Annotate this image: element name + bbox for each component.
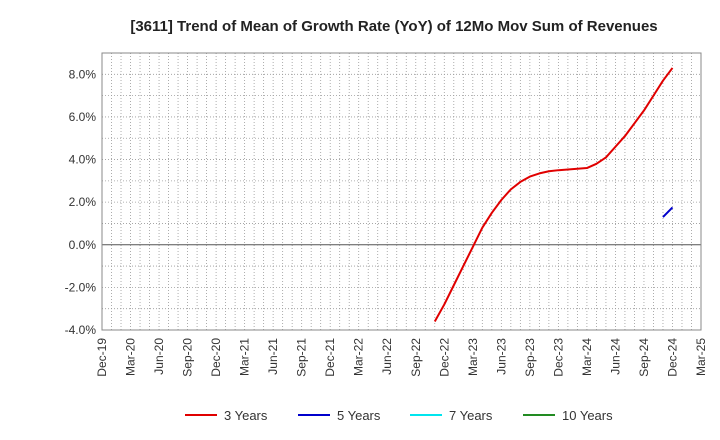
grid <box>102 53 701 330</box>
legend-label-7-years: 7 Years <box>449 408 493 423</box>
y-tick-label: 6.0% <box>69 110 97 124</box>
legend: 3 Years 5 Years 7 Years 10 Years <box>185 408 613 423</box>
series-group <box>433 67 674 322</box>
x-tick-label: Mar-22 <box>352 338 366 376</box>
series-line-5-years <box>662 206 674 218</box>
x-tick-label: Sep-22 <box>409 338 423 377</box>
x-tick-label: Dec-19 <box>95 338 109 377</box>
x-tick-label: Sep-23 <box>523 338 537 377</box>
x-axis-tick-labels: Dec-19 Mar-20 Jun-20 Sep-20 Dec-20 Mar-21 Jun-… <box>95 338 708 377</box>
x-tick-label: Sep-24 <box>637 338 651 377</box>
series-line-3-years <box>433 67 674 322</box>
x-tick-label: Mar-21 <box>238 338 252 376</box>
x-tick-label: Mar-20 <box>124 338 138 376</box>
x-tick-label: Mar-25 <box>694 338 708 376</box>
legend-label-5-years: 5 Years <box>337 408 381 423</box>
x-tick-label: Dec-24 <box>665 338 679 377</box>
x-tick-label: Sep-21 <box>295 338 309 377</box>
y-axis-tick-labels: -4.0% -2.0% 0.0% 2.0% 4.0% 6.0% 8.0% <box>65 67 97 337</box>
x-tick-label: Mar-24 <box>580 338 594 376</box>
y-tick-label: 8.0% <box>69 67 97 81</box>
legend-label-3-years: 3 Years <box>224 408 268 423</box>
x-tick-label: Jun-21 <box>266 338 280 375</box>
y-tick-label: -2.0% <box>65 280 97 294</box>
legend-label-10-years: 10 Years <box>562 408 613 423</box>
chart-title: [3611] Trend of Mean of Growth Rate (YoY… <box>130 18 657 35</box>
x-tick-label: Dec-21 <box>323 338 337 377</box>
y-tick-label: 2.0% <box>69 195 97 209</box>
plot-area-border <box>101 52 702 331</box>
x-tick-label: Jun-23 <box>494 338 508 375</box>
x-tick-label: Dec-22 <box>437 338 451 377</box>
y-tick-label: 4.0% <box>69 153 97 167</box>
x-tick-label: Sep-20 <box>181 338 195 377</box>
y-tick-label: -4.0% <box>65 323 97 337</box>
x-tick-label: Mar-23 <box>466 338 480 376</box>
x-tick-label: Jun-22 <box>380 338 394 375</box>
y-tick-label: 0.0% <box>69 238 97 252</box>
x-tick-label: Jun-20 <box>152 338 166 375</box>
x-tick-label: Dec-20 <box>209 338 223 377</box>
x-tick-label: Jun-24 <box>608 338 622 375</box>
x-tick-label: Dec-23 <box>551 338 565 377</box>
